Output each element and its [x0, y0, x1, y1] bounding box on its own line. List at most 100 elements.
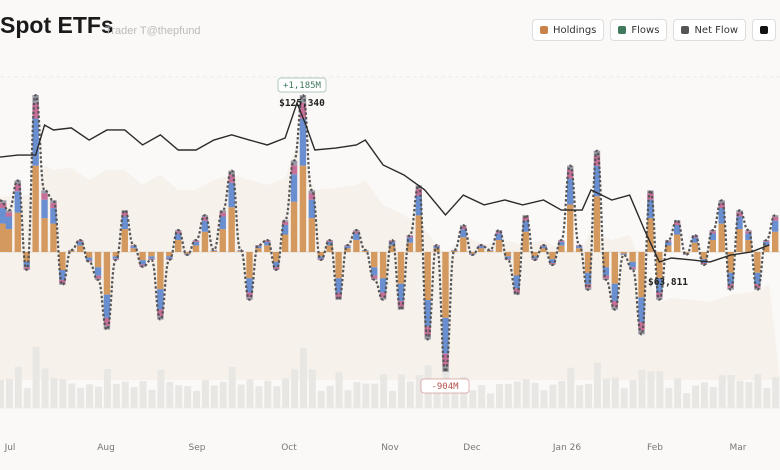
legend-swatch	[618, 26, 627, 34]
x-tick-label: Mar	[730, 443, 747, 453]
flow-bar	[727, 252, 734, 290]
flow-segment	[397, 283, 405, 301]
flow-segment	[522, 231, 529, 252]
legend-toggle-flows[interactable]: Flows	[610, 19, 668, 41]
flow-segment	[647, 193, 654, 200]
flow-segment	[41, 193, 48, 200]
flow-bar	[504, 252, 512, 260]
flow-segment	[388, 245, 396, 252]
volume-bar	[389, 390, 397, 408]
flow-segment	[299, 118, 307, 166]
flow-segment	[593, 196, 601, 252]
volume-bar	[754, 373, 762, 408]
volume-bar	[718, 375, 726, 408]
flow-segment	[513, 292, 520, 295]
flow-segment	[763, 241, 770, 246]
flow-segment	[451, 250, 458, 252]
flow-segment	[219, 216, 226, 230]
flow-segment	[629, 267, 636, 269]
volume-bar	[353, 382, 361, 408]
max-flow-label-box	[277, 77, 327, 93]
volume-bar	[246, 379, 254, 408]
flow-segment	[682, 252, 690, 254]
flow-segment	[638, 322, 645, 331]
flow-segment	[326, 240, 333, 241]
x-tick-label: Aug	[97, 443, 115, 453]
volume-bar	[23, 388, 31, 408]
flow-segment	[32, 102, 39, 119]
legend-swatch	[539, 26, 548, 34]
flow-segment	[50, 223, 57, 252]
flow-segment	[130, 248, 137, 252]
flow-segment	[460, 237, 467, 252]
flow-segment	[192, 240, 200, 241]
flow-segment	[219, 212, 226, 217]
flow-segment	[388, 241, 396, 246]
flow-segment	[281, 221, 289, 225]
flow-segment	[290, 165, 298, 175]
flow-bar	[0, 200, 7, 252]
flow-segment	[406, 235, 414, 236]
flow-segment	[103, 325, 111, 330]
flow-segment	[415, 195, 422, 216]
flow-bar	[41, 190, 48, 252]
volume-bar	[0, 380, 4, 408]
flow-segment	[237, 250, 244, 252]
flow-segment	[76, 245, 84, 252]
flow-segment	[210, 250, 218, 252]
min-flow-label-box	[420, 378, 470, 394]
flow-segment	[246, 278, 253, 293]
flow-segment	[397, 252, 405, 284]
flow-segment	[362, 250, 369, 252]
flow-segment	[130, 245, 137, 247]
flow-segment	[157, 309, 164, 317]
flow-segment	[166, 258, 173, 260]
flow-segment	[665, 241, 672, 246]
flow-bar	[183, 252, 191, 255]
flow-segment	[103, 294, 111, 318]
flow-bar	[94, 252, 102, 280]
flow-bar	[5, 210, 13, 252]
legend-toggle-series[interactable]	[752, 19, 776, 41]
x-tick-label: Sep	[189, 443, 206, 453]
flow-segment	[308, 218, 316, 252]
flow-segment	[94, 275, 102, 279]
flow-bar	[281, 220, 289, 252]
flow-segment	[326, 245, 333, 252]
legend-toggle-net-flow[interactable]: Net Flow	[673, 19, 746, 41]
flow-segment	[433, 245, 440, 247]
author-credit: Trader T@thepfund	[105, 25, 201, 37]
flow-segment	[335, 252, 342, 279]
flow-segment	[745, 239, 752, 252]
flow-segment	[299, 165, 307, 252]
flow-bar	[620, 252, 627, 255]
volume-bar	[103, 369, 111, 408]
legend-label: Net Flow	[694, 24, 738, 36]
legend-toggle-holdings[interactable]: Holdings	[531, 19, 605, 41]
flow-segment	[326, 240, 333, 242]
volume-bar	[317, 390, 325, 408]
flow-segment	[5, 212, 13, 217]
flow-segment	[157, 289, 164, 310]
flow-segment	[0, 208, 7, 224]
flow-segment	[771, 217, 779, 221]
volume-bar	[540, 390, 548, 408]
flow-segment	[112, 252, 120, 257]
flow-bar	[682, 252, 690, 255]
flow-segment	[442, 365, 449, 372]
volume-bar	[593, 362, 601, 408]
flow-bar	[513, 252, 520, 295]
volume-bar	[567, 367, 575, 408]
flow-segment	[379, 252, 387, 279]
flow-bar	[103, 252, 111, 330]
flow-segment	[157, 252, 164, 290]
flow-segment	[727, 252, 734, 273]
volume-bar	[371, 383, 379, 408]
flow-segment	[611, 283, 618, 301]
page-title: Spot ETFs	[0, 12, 114, 38]
flow-segment	[139, 260, 146, 265]
flow-segment	[192, 241, 200, 246]
flow-segment	[0, 223, 7, 252]
flow-segment	[103, 317, 111, 326]
flow-segment	[281, 224, 289, 235]
